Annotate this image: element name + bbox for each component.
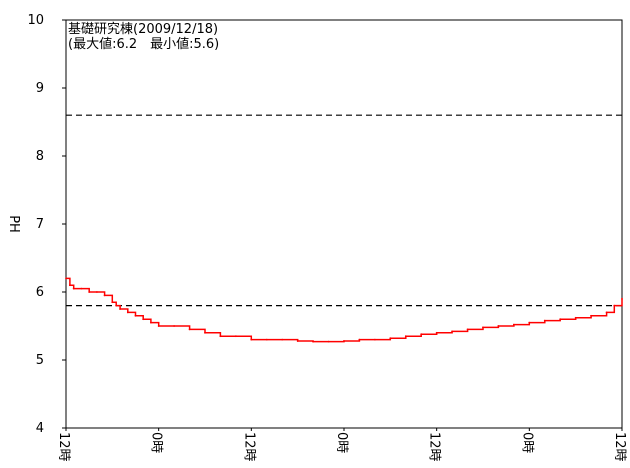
data-point-0-25 (327, 340, 330, 343)
data-point-0-32 (435, 331, 438, 334)
data-point-0-26 (343, 340, 345, 342)
plot-area (65, 19, 623, 429)
data-point-0-7 (111, 301, 114, 304)
data-point-0-19 (235, 335, 237, 338)
data-point-0-37 (513, 323, 515, 326)
data-point-0-38 (528, 321, 531, 324)
y-tick-label-1: 5 (36, 353, 44, 368)
y-tick-label-0: 4 (36, 421, 44, 436)
data-point-0-16 (188, 328, 191, 331)
data-point-0-1 (69, 284, 71, 287)
data-point-0-18 (219, 335, 222, 338)
data-point-0-8 (115, 304, 118, 307)
data-point-0-40 (559, 318, 562, 321)
data-point-0-33 (451, 330, 453, 333)
data-point-0-24 (312, 340, 314, 343)
data-point-0-28 (374, 338, 376, 341)
data-point-0-2 (72, 287, 75, 290)
data-point-0-34 (466, 328, 469, 331)
data-point-0-10 (126, 311, 129, 314)
data-point-0-45 (621, 297, 623, 300)
data-point-0-35 (482, 326, 484, 329)
data-point-0-6 (103, 294, 106, 297)
y-tick-label-6: 10 (27, 13, 44, 28)
data-point-0-39 (543, 319, 546, 322)
data-point-0-9 (119, 308, 121, 310)
data-point-0-4 (88, 291, 91, 293)
data-point-0-23 (296, 340, 299, 342)
x-tick-label-3: 0時 (334, 432, 349, 453)
data-point-0-20 (250, 338, 253, 341)
data-point-0-44 (613, 304, 616, 307)
data-point-0-43 (605, 311, 608, 314)
data-point-0-30 (404, 335, 407, 338)
y-tick-label-3: 7 (36, 217, 44, 232)
data-point-0-21 (265, 338, 268, 341)
data-point-0-12 (142, 318, 145, 321)
x-tick-label-2: 12時 (241, 432, 256, 462)
y-tick-label-4: 8 (36, 149, 44, 164)
data-point-0-22 (281, 338, 284, 341)
x-tick-label-5: 0時 (519, 432, 534, 453)
data-point-0-36 (497, 325, 500, 327)
y-tick-label-2: 6 (36, 285, 44, 300)
data-point-0-13 (150, 321, 152, 324)
data-point-0-3 (80, 287, 83, 290)
y-axis-label: PH (6, 215, 21, 233)
data-point-0-29 (389, 337, 392, 340)
x-tick-label-4: 12時 (427, 432, 442, 462)
x-tick-label-1: 0時 (149, 432, 164, 453)
data-point-0-15 (173, 325, 176, 327)
data-point-0-42 (590, 314, 592, 317)
data-point-0-27 (358, 338, 361, 341)
data-point-0-14 (157, 325, 160, 327)
x-tick-label-0: 12時 (56, 432, 71, 462)
data-point-0-41 (574, 316, 577, 319)
data-point-0-5 (96, 291, 98, 293)
annotation-line1: 基礎研究棟(2009/12/18) (68, 22, 218, 37)
data-point-0-31 (420, 333, 423, 336)
y-tick-label-5: 9 (36, 81, 44, 96)
data-point-0-0 (65, 277, 67, 280)
data-point-0-17 (204, 331, 206, 334)
data-point-0-11 (134, 314, 137, 317)
annotation-line2: (最大値:6.2 最小値:5.6) (68, 36, 219, 52)
x-tick-label-6: 12時 (612, 432, 627, 462)
